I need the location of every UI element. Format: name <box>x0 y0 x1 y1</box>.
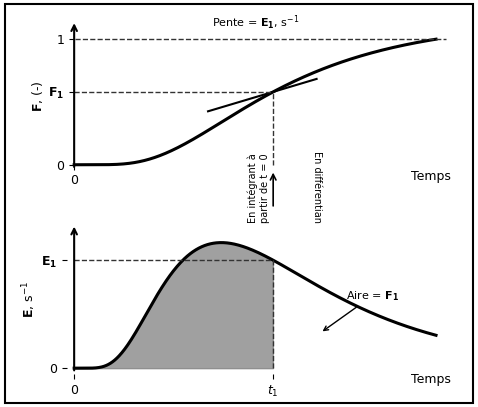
Text: En différentiant: En différentiant <box>312 151 322 227</box>
Text: Pente = $\mathbf{E_1}$, s$^{-1}$: Pente = $\mathbf{E_1}$, s$^{-1}$ <box>212 13 299 32</box>
Text: Aire = $\mathbf{F_1}$: Aire = $\mathbf{F_1}$ <box>324 289 399 330</box>
Y-axis label: $\mathbf{F}$, (-): $\mathbf{F}$, (-) <box>31 80 45 112</box>
Text: Temps: Temps <box>411 170 450 183</box>
Text: En intégrant à
partir de t = 0: En intégrant à partir de t = 0 <box>248 154 270 223</box>
Text: Temps: Temps <box>411 373 450 386</box>
Y-axis label: $\mathbf{E}$, s$^{-1}$: $\mathbf{E}$, s$^{-1}$ <box>21 280 38 318</box>
